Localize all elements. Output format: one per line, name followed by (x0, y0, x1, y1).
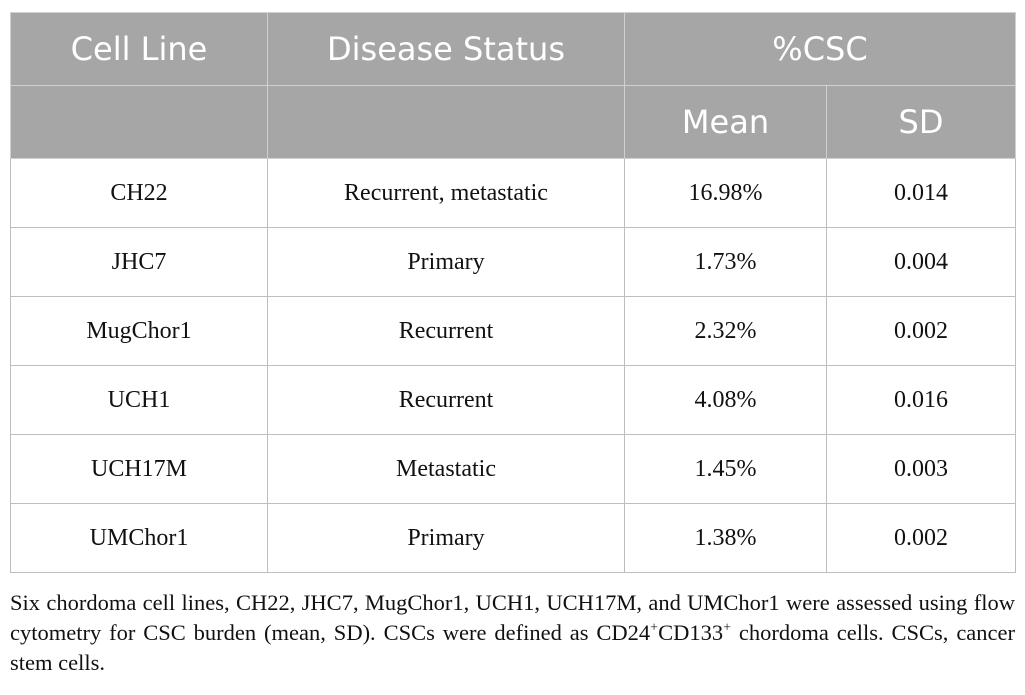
table-row: CH22 Recurrent, metastatic 16.98% 0.014 (10, 158, 1016, 228)
table-cell: 0.003 (826, 434, 1016, 504)
caption-text: Six chordoma cell lines, CH22, JHC7, Mug… (10, 590, 1015, 645)
table-cell: UCH17M (10, 434, 268, 504)
table-cell: 1.45% (624, 434, 827, 504)
header-cell: Mean (624, 85, 827, 159)
table-cell: CH22 (10, 158, 268, 228)
table-cell: MugChor1 (10, 296, 268, 366)
table-cell: 2.32% (624, 296, 827, 366)
table-cell: UCH1 (10, 365, 268, 435)
caption: Six chordoma cell lines, CH22, JHC7, Mug… (10, 588, 1015, 678)
table-row: JHC7 Primary 1.73% 0.004 (10, 227, 1016, 297)
table-cell: Primary (267, 503, 625, 573)
table-cell: Recurrent, metastatic (267, 158, 625, 228)
table-row: UCH1 Recurrent 4.08% 0.016 (10, 365, 1016, 435)
header-row: Mean SD (10, 85, 1016, 159)
table-cell: 0.016 (826, 365, 1016, 435)
table-cell: UMChor1 (10, 503, 268, 573)
data-table: Cell Line Disease Status %CSC Mean SD CH… (10, 12, 1016, 573)
caption-text: chordoma cells. CSCs, cancer stem cells. (10, 620, 1016, 675)
header-cell: SD (826, 85, 1016, 159)
table-cell: 1.38% (624, 503, 827, 573)
table-cell: 1.73% (624, 227, 827, 297)
header-cell: Disease Status (267, 12, 625, 86)
table-cell: Metastatic (267, 434, 625, 504)
table-cell: Recurrent (267, 365, 625, 435)
table-cell: 4.08% (624, 365, 827, 435)
table-cell: 0.002 (826, 503, 1016, 573)
header-cell: %CSC (624, 12, 1016, 86)
table-cell: JHC7 (10, 227, 268, 297)
table-cell: Primary (267, 227, 625, 297)
header-cell (10, 85, 268, 159)
header-cell: Cell Line (10, 12, 268, 86)
table-body: CH22 Recurrent, metastatic 16.98% 0.014 JHC7… (10, 158, 1016, 573)
table-cell: 16.98% (624, 158, 827, 228)
header-row: Cell Line Disease Status %CSC (10, 12, 1016, 86)
caption-text: CD133 (658, 620, 724, 645)
table-row: UCH17M Metastatic 1.45% 0.003 (10, 434, 1016, 504)
caption-superscript: + (723, 620, 731, 636)
table-cell: 0.002 (826, 296, 1016, 366)
table-row: MugChor1 Recurrent 2.32% 0.002 (10, 296, 1016, 366)
table-cell: 0.014 (826, 158, 1016, 228)
table-row: UMChor1 Primary 1.38% 0.002 (10, 503, 1016, 573)
caption-superscript: + (650, 620, 659, 636)
table-cell: Recurrent (267, 296, 625, 366)
header-cell (267, 85, 625, 159)
table-cell: 0.004 (826, 227, 1016, 297)
